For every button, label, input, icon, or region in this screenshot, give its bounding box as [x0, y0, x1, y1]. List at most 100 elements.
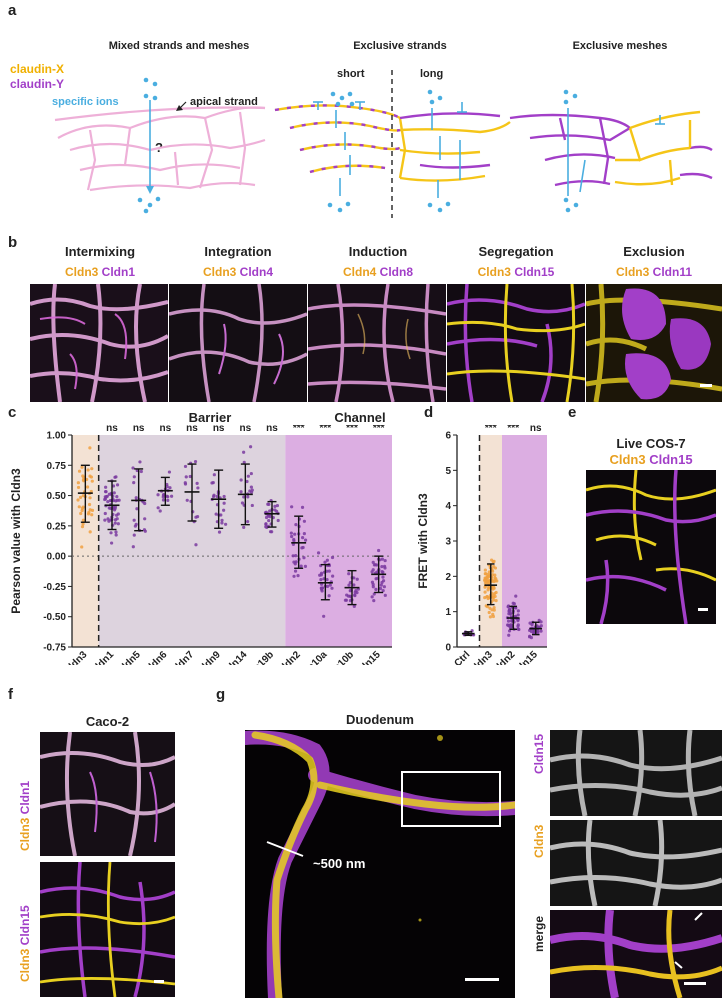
data-point	[132, 533, 136, 537]
data-point	[107, 519, 111, 523]
data-point	[103, 511, 107, 516]
data-point	[316, 551, 321, 555]
data-point	[242, 450, 246, 454]
scale-bar-g-side	[684, 982, 706, 985]
data-point	[267, 518, 271, 523]
micrograph-caco2-bottom	[40, 862, 175, 997]
tile-sub-intermixing: Cldn3 Cldn1	[64, 265, 136, 279]
panel-a-label: a	[8, 2, 17, 19]
data-point	[116, 522, 120, 526]
data-point	[382, 585, 386, 589]
significance-label: ns	[186, 425, 198, 434]
data-point	[210, 481, 214, 485]
category-label: Cldn5	[115, 649, 143, 665]
side-label-cldn3: Cldn3	[532, 824, 546, 858]
significance-label: ns	[159, 425, 171, 434]
data-point	[372, 563, 377, 567]
data-point	[194, 543, 198, 547]
data-point	[220, 518, 224, 522]
data-point	[375, 570, 379, 574]
category-label: Cldn3	[62, 649, 90, 665]
y-tick-label: 4	[445, 501, 451, 512]
data-point	[76, 485, 81, 490]
data-point	[319, 578, 323, 582]
category-label: Cldn6	[142, 649, 170, 665]
data-point	[529, 629, 534, 634]
data-point	[90, 508, 95, 513]
data-point	[78, 495, 83, 499]
data-point	[249, 485, 253, 489]
data-point	[487, 610, 491, 615]
data-point	[131, 466, 135, 470]
micrograph-induction	[308, 284, 446, 402]
data-point	[88, 446, 92, 450]
data-point	[212, 473, 216, 477]
legend-claudin-y: claudin-Y	[10, 77, 65, 91]
data-point	[371, 560, 375, 565]
data-point	[113, 506, 117, 511]
data-point	[90, 467, 94, 471]
data-point	[484, 572, 488, 576]
data-point	[132, 518, 136, 522]
data-point	[294, 560, 298, 564]
data-point	[224, 522, 228, 526]
data-point	[381, 588, 385, 593]
data-point	[110, 541, 114, 545]
data-point	[300, 505, 305, 509]
data-point	[161, 495, 165, 499]
data-point	[352, 604, 356, 608]
data-point	[115, 495, 119, 499]
data-point	[107, 506, 111, 510]
data-point	[276, 518, 280, 523]
data-point	[79, 511, 83, 516]
panel-b-label: b	[8, 234, 18, 251]
data-point	[108, 498, 113, 503]
data-point	[134, 522, 138, 526]
data-point	[328, 583, 332, 587]
significance-label: ***	[507, 425, 519, 434]
data-point	[81, 505, 85, 509]
data-point	[516, 613, 520, 617]
data-point	[516, 627, 520, 631]
data-point	[292, 574, 296, 578]
data-point	[485, 578, 489, 583]
data-point	[76, 481, 80, 485]
data-point	[486, 572, 490, 576]
data-point	[372, 592, 376, 596]
y-axis-title: Pearson value with Cldn3	[9, 468, 23, 614]
data-point	[103, 497, 107, 502]
data-point	[507, 629, 512, 633]
category-label: Cldn2	[275, 649, 303, 665]
data-point	[516, 624, 520, 628]
data-point	[383, 593, 387, 597]
data-point	[80, 545, 84, 549]
data-point	[109, 531, 113, 535]
data-point	[377, 548, 381, 553]
data-point	[330, 555, 335, 560]
label-long: long	[420, 68, 444, 80]
data-point	[170, 494, 174, 498]
data-point	[114, 533, 118, 537]
data-point	[113, 521, 117, 525]
tile-sub-segregation: Cldn3 Cldn15	[477, 265, 555, 279]
data-point	[138, 460, 142, 464]
data-point	[266, 502, 270, 506]
data-point	[158, 509, 162, 513]
panel-f-label: f	[8, 686, 13, 703]
panel-a-schematic	[54, 70, 713, 218]
data-point	[291, 554, 295, 558]
data-point	[483, 568, 487, 572]
data-point	[381, 579, 386, 583]
y-tick-label: 0.00	[47, 552, 67, 563]
data-point	[80, 525, 85, 529]
live-cos7-title: Live COS-7	[616, 436, 686, 451]
data-point	[486, 575, 490, 579]
data-point	[222, 494, 226, 499]
data-point	[81, 522, 85, 526]
y-tick-label: 5	[445, 466, 451, 477]
data-point	[106, 499, 110, 504]
data-point	[81, 518, 85, 522]
data-point	[331, 574, 335, 578]
y-tick-label: -0.75	[43, 643, 66, 654]
data-point	[131, 545, 135, 549]
